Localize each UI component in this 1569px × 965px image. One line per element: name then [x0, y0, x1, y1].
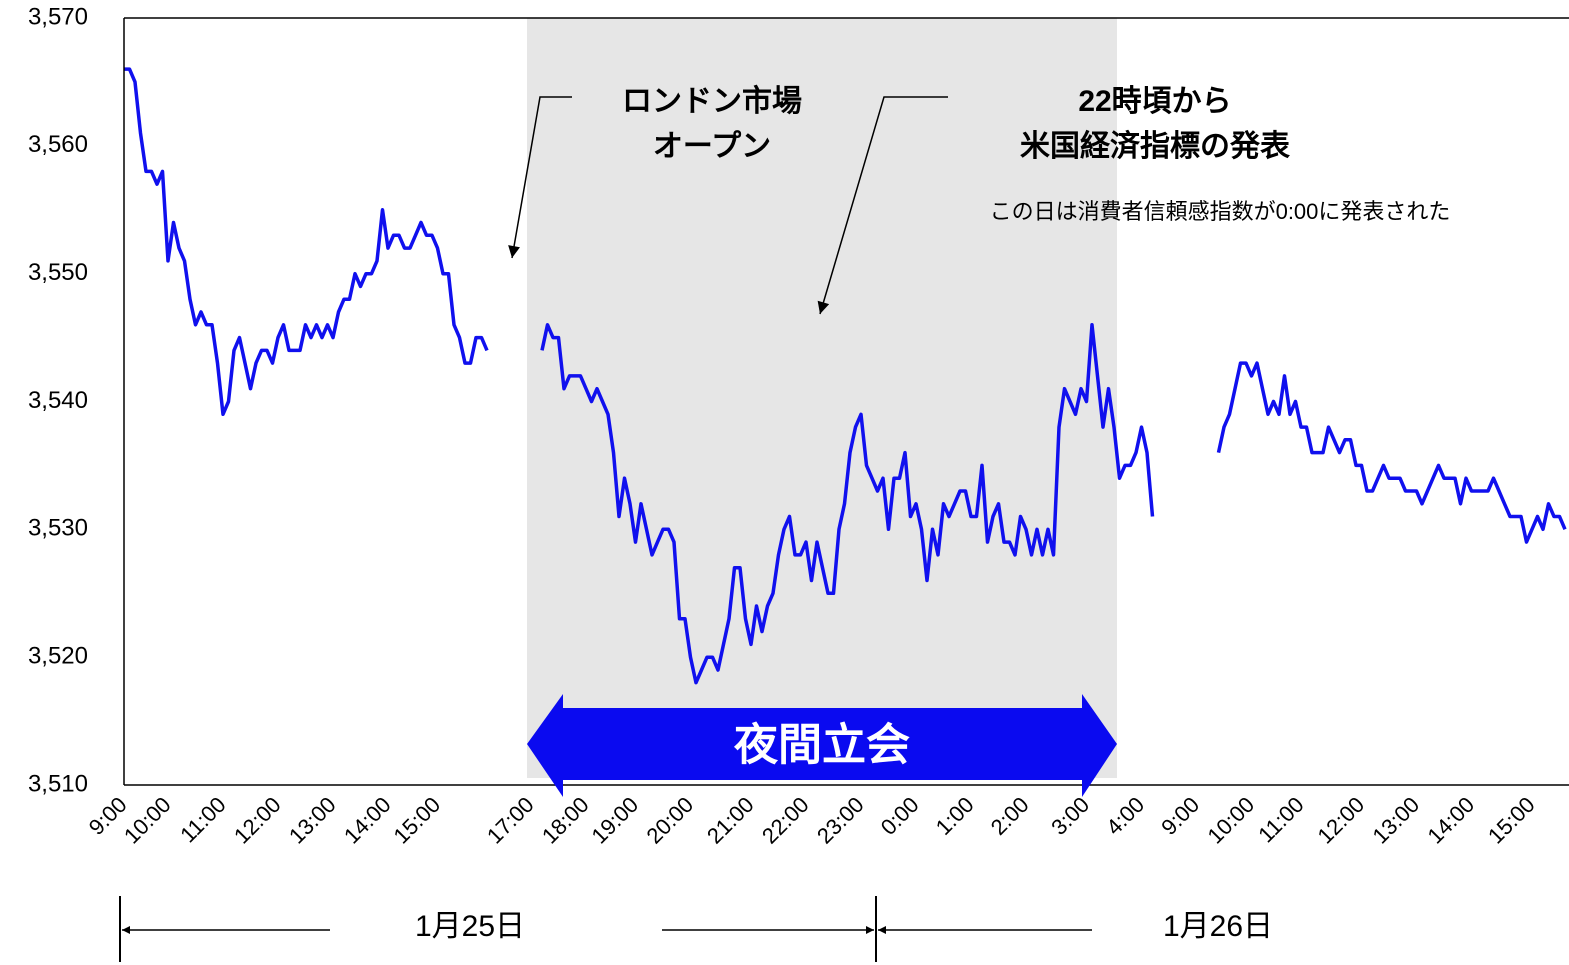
- night-session-shade: [527, 18, 1117, 778]
- price-line: [124, 67, 1567, 685]
- annotation: ロンドン市場: [622, 84, 802, 118]
- x-tick-label: 3:00: [1046, 792, 1094, 840]
- y-tick-label: 3,530: [28, 515, 88, 542]
- x-tick-label: 23:00: [812, 792, 869, 849]
- x-tick-label: 22:00: [757, 792, 814, 849]
- annotation: 22時頃から: [1078, 85, 1231, 118]
- x-tick-label: 20:00: [642, 792, 699, 849]
- x-tick-label: 10:00: [1203, 792, 1260, 849]
- x-tick-label: 12:00: [1313, 792, 1370, 849]
- y-tick-label: 3,510: [28, 770, 88, 797]
- night-session-arrow: [527, 694, 1117, 797]
- x-tick-label: 1:00: [931, 792, 979, 840]
- x-tick-label: 11:00: [175, 792, 230, 847]
- x-tick-label: 10:00: [119, 792, 176, 849]
- y-tick-label: 3,520: [28, 643, 88, 670]
- date-label: 1月25日: [415, 910, 525, 943]
- x-tick-label: 9:00: [1156, 792, 1204, 840]
- night-session-label: 夜間立会: [733, 721, 910, 770]
- date-label: 1月26日: [1163, 910, 1273, 943]
- x-tick-label: 21:00: [702, 792, 759, 849]
- x-tick-label: 14:00: [339, 792, 396, 849]
- x-tick-label: 17:00: [482, 792, 539, 849]
- x-tick-label: 18:00: [537, 792, 594, 849]
- x-tick-label: 13:00: [1368, 792, 1425, 849]
- annotation: 米国経済指標の発表: [1020, 129, 1290, 163]
- leader-line: [508, 96, 572, 259]
- y-tick-label: 3,560: [28, 131, 88, 158]
- y-tick-label: 3,570: [28, 3, 88, 30]
- x-tick-label: 2:00: [986, 792, 1034, 840]
- x-tick-label: 13:00: [284, 792, 341, 849]
- y-tick-label: 3,550: [28, 259, 88, 286]
- x-tick-label: 15:00: [1483, 792, 1540, 849]
- x-tick-label: 4:00: [1101, 792, 1149, 840]
- y-tick-label: 3,540: [28, 387, 88, 414]
- x-tick-label: 19:00: [587, 792, 644, 849]
- x-tick-label: 15:00: [389, 792, 446, 849]
- x-tick-label: 11:00: [1253, 792, 1308, 847]
- leader-line: [817, 96, 948, 315]
- x-tick-label: 14:00: [1423, 792, 1480, 849]
- x-tick-label: 0:00: [876, 792, 924, 840]
- annotation: オープン: [653, 130, 771, 163]
- x-tick-label: 12:00: [229, 792, 286, 849]
- note: この日は消費者信頼感指数が0:00に発表された: [990, 199, 1451, 224]
- plot: [124, 67, 1567, 685]
